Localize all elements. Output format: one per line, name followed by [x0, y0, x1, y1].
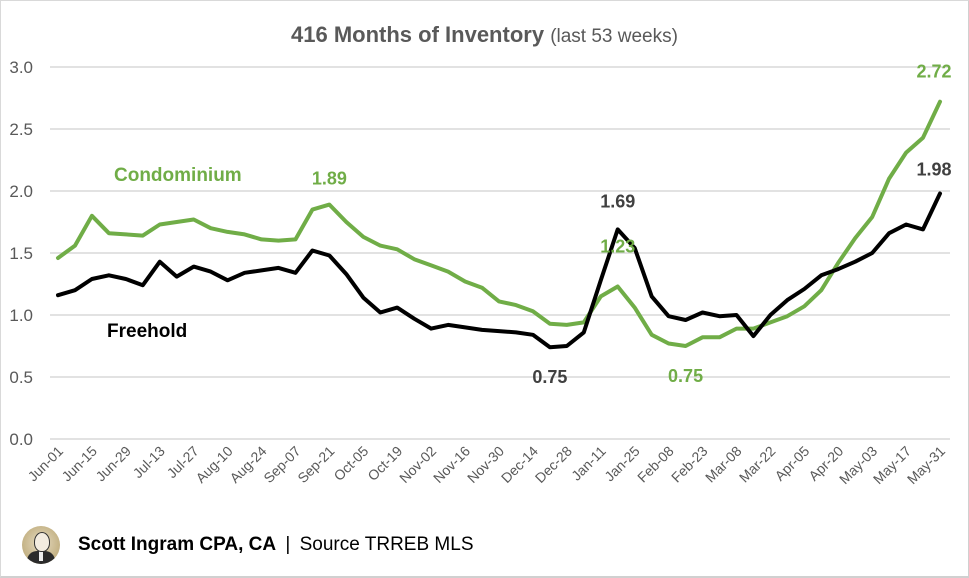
series-label-condominium: Condominium	[114, 165, 242, 186]
y-tick-label: 2.0	[9, 182, 33, 201]
data-label: 1.98	[916, 159, 951, 179]
x-tick-label: Feb-23	[668, 443, 711, 486]
y-tick-label: 2.5	[9, 120, 33, 139]
x-tick-label: Dec-28	[532, 443, 575, 486]
source-text: Source TRREB MLS	[299, 534, 474, 555]
x-tick-label: Jun-29	[92, 443, 134, 485]
x-tick-label: May-31	[904, 443, 948, 487]
y-tick-label: 0.0	[9, 430, 33, 449]
chart-subtitle: (last 53 weeks)	[550, 26, 678, 47]
y-tick-label: 3.0	[9, 58, 33, 77]
series-line-freehold	[56, 191, 942, 350]
x-tick-label: Nov-30	[464, 443, 507, 486]
x-tick-label: Jul-13	[130, 443, 168, 481]
data-label: 1.23	[600, 236, 635, 256]
x-tick-label: Sep-21	[294, 443, 337, 486]
x-tick-label: Jan-11	[568, 443, 609, 484]
data-label: 0.75	[532, 367, 567, 387]
data-label: 2.72	[916, 62, 951, 82]
chart-title-main: 416 Months of Inventory	[291, 22, 545, 47]
series-line-condominium	[56, 99, 942, 348]
x-tick-label: Aug-10	[192, 443, 235, 486]
credit-separator: |	[285, 534, 291, 555]
data-label: 0.75	[668, 366, 703, 386]
x-tick-label: Nov-16	[430, 443, 473, 486]
x-tick-label: Mar-22	[736, 443, 779, 486]
author-name: Scott Ingram CPA, CA	[78, 534, 277, 555]
x-tick-label: Dec-14	[498, 443, 541, 486]
author-avatar-icon	[22, 526, 60, 564]
credit-line: Scott Ingram CPA, CA | Source TRREB MLS	[78, 534, 474, 556]
series-label-freehold: Freehold	[107, 321, 187, 342]
y-tick-label: 1.0	[9, 306, 33, 325]
x-tick-label: Apr-05	[771, 443, 812, 484]
x-tick-label: Sep-07	[260, 443, 303, 486]
y-tick-label: 1.5	[9, 244, 33, 263]
data-label: 1.69	[600, 191, 635, 211]
x-tick-label: Nov-02	[396, 443, 439, 486]
x-tick-label: Jun-15	[58, 443, 100, 485]
data-label: 1.89	[312, 169, 347, 189]
chart-title: 416 Months of Inventory (last 53 weeks)	[0, 22, 969, 48]
x-tick-label: Aug-24	[226, 443, 269, 486]
y-tick-label: 0.5	[9, 368, 33, 387]
x-tick-label: Feb-08	[634, 443, 677, 486]
footer: Scott Ingram CPA, CA | Source TRREB MLS	[22, 526, 474, 564]
x-tick-label: Oct-05	[330, 443, 371, 484]
x-tick-label: Mar-08	[702, 443, 745, 486]
